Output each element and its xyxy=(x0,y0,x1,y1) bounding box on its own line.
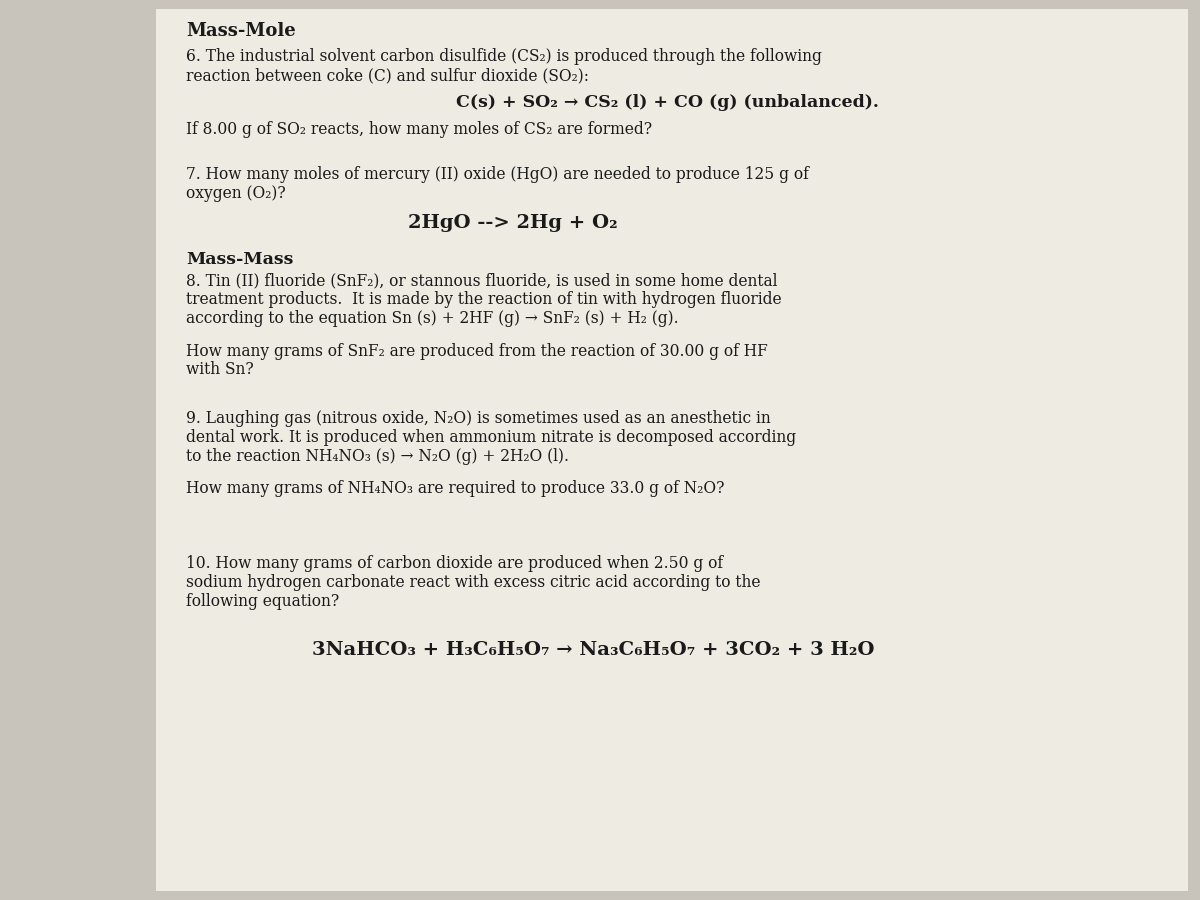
Text: following equation?: following equation? xyxy=(186,593,340,609)
Text: 10. How many grams of carbon dioxide are produced when 2.50 g of: 10. How many grams of carbon dioxide are… xyxy=(186,555,724,572)
Text: If 8.00 g of SO₂ reacts, how many moles of CS₂ are formed?: If 8.00 g of SO₂ reacts, how many moles … xyxy=(186,122,652,138)
Text: 7. How many moles of mercury (II) oxide (HgO) are needed to produce 125 g of: 7. How many moles of mercury (II) oxide … xyxy=(186,166,809,183)
Text: to the reaction NH₄NO₃ (s) → N₂O (g) + 2H₂O (l).: to the reaction NH₄NO₃ (s) → N₂O (g) + 2… xyxy=(186,448,569,464)
Text: treatment products.  It is made by the reaction of tin with hydrogen fluoride: treatment products. It is made by the re… xyxy=(186,292,781,308)
Text: reaction between coke (C) and sulfur dioxide (SO₂):: reaction between coke (C) and sulfur dio… xyxy=(186,68,589,84)
Text: sodium hydrogen carbonate react with excess citric acid according to the: sodium hydrogen carbonate react with exc… xyxy=(186,574,761,590)
Text: Mass-Mass: Mass-Mass xyxy=(186,251,293,267)
FancyBboxPatch shape xyxy=(156,9,1188,891)
Text: according to the equation Sn (s) + 2HF (g) → SnF₂ (s) + H₂ (g).: according to the equation Sn (s) + 2HF (… xyxy=(186,310,679,327)
Text: C(s) + SO₂ → CS₂ (l) + CO (g) (unbalanced).: C(s) + SO₂ → CS₂ (l) + CO (g) (unbalance… xyxy=(456,94,878,111)
Text: dental work. It is produced when ammonium nitrate is decomposed according: dental work. It is produced when ammoniu… xyxy=(186,429,796,445)
Text: How many grams of NH₄NO₃ are required to produce 33.0 g of N₂O?: How many grams of NH₄NO₃ are required to… xyxy=(186,481,725,497)
Text: Mass-Mole: Mass-Mole xyxy=(186,22,295,40)
Text: 8. Tin (II) fluoride (SnF₂), or stannous fluoride, is used in some home dental: 8. Tin (II) fluoride (SnF₂), or stannous… xyxy=(186,273,778,289)
Text: oxygen (O₂)?: oxygen (O₂)? xyxy=(186,185,286,202)
Text: 2HgO --> 2Hg + O₂: 2HgO --> 2Hg + O₂ xyxy=(408,214,618,232)
Text: 9. Laughing gas (nitrous oxide, N₂O) is sometimes used as an anesthetic in: 9. Laughing gas (nitrous oxide, N₂O) is … xyxy=(186,410,770,427)
Text: How many grams of SnF₂ are produced from the reaction of 30.00 g of HF: How many grams of SnF₂ are produced from… xyxy=(186,343,768,359)
Text: with Sn?: with Sn? xyxy=(186,362,253,378)
Text: 3NaHCO₃ + H₃C₆H₅O₇ → Na₃C₆H₅O₇ + 3CO₂ + 3 H₂O: 3NaHCO₃ + H₃C₆H₅O₇ → Na₃C₆H₅O₇ + 3CO₂ + … xyxy=(312,641,875,659)
Text: 6. The industrial solvent carbon disulfide (CS₂) is produced through the followi: 6. The industrial solvent carbon disulfi… xyxy=(186,49,822,65)
